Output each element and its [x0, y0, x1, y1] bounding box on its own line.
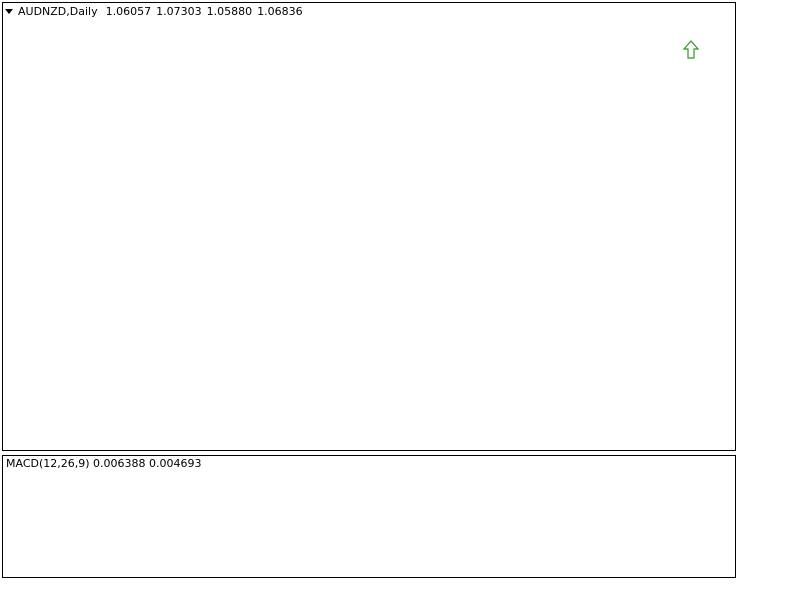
chart-header: AUDNZD,Daily 1.06057 1.07303 1.05880 1.06836 [18, 5, 303, 18]
main-panel-frame [2, 2, 736, 451]
header-menu-arrow[interactable] [5, 9, 13, 14]
ohlc-label: 1.06057 [106, 5, 152, 18]
macd-title: MACD(12,26,9) 0.006388 0.004693 [6, 457, 202, 470]
ohlc-label: 1.06836 [257, 5, 303, 18]
ohlc-label: 1.05880 [207, 5, 253, 18]
buy-arrow-icon[interactable] [682, 40, 700, 59]
ohlc-label: 1.07303 [156, 5, 202, 18]
macd-panel-frame [2, 455, 736, 578]
symbol-title: AUDNZD,Daily [18, 5, 98, 18]
